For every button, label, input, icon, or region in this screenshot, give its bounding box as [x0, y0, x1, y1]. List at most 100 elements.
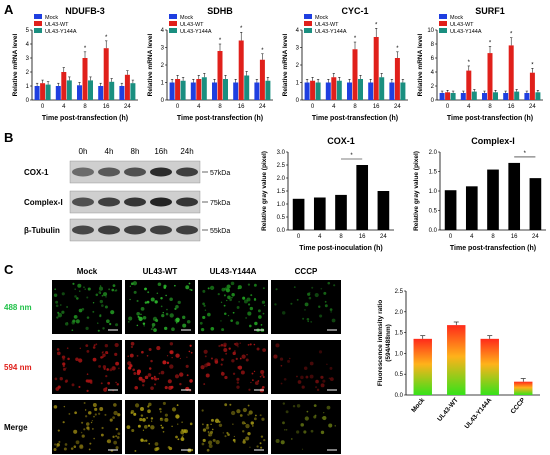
bar: [465, 186, 478, 230]
legend-swatch: [304, 14, 312, 19]
fluorescence-speck: [150, 425, 155, 430]
fluorescence-speck: [249, 446, 251, 448]
fluorescence-speck: [65, 367, 67, 369]
fluorescence-speck: [329, 366, 333, 370]
fluorescence-speck: [334, 425, 336, 427]
fluorescence-speck: [110, 310, 115, 315]
bar: [315, 82, 321, 100]
fluorescence-speck: [307, 320, 309, 323]
fluorescence-speck: [99, 299, 104, 304]
fluorescence-speck: [111, 366, 116, 371]
bar: [487, 53, 493, 100]
fluorescence-speck: [232, 438, 236, 442]
fluorescence-speck: [224, 403, 228, 407]
fluorescence-speck: [303, 430, 307, 434]
micro-column-label: CCCP: [295, 267, 318, 276]
fluorescence-speck: [94, 407, 98, 411]
fluorescence-speck: [92, 357, 97, 362]
fluorescence-speck: [98, 412, 101, 415]
fluorescence-speck: [254, 381, 259, 386]
fluorescence-speck: [227, 314, 230, 317]
fluorescence-speck: [167, 379, 172, 384]
fluorescence-speck: [315, 379, 319, 384]
legend-label: UL43-WT: [180, 22, 204, 28]
fluorescence-speck: [85, 326, 89, 330]
fluorescence-speck: [101, 294, 104, 297]
fluorescence-speck: [283, 377, 287, 381]
fluorescence-speck: [181, 436, 184, 438]
fluorescence-speck: [54, 288, 57, 291]
legend-label: UL43-Y144A: [450, 29, 482, 35]
fluorescence-speck: [130, 345, 134, 349]
x-tick-label: 16: [511, 234, 518, 240]
fluorescence-speck: [177, 300, 181, 305]
fluorescence-speck: [310, 320, 313, 323]
bar: [304, 82, 310, 100]
fluorescence-speck: [169, 313, 174, 318]
y-axis-label: Relative mRNA level: [282, 33, 289, 96]
fluorescence-speck: [261, 373, 264, 377]
bar: [487, 169, 499, 230]
bar: [447, 325, 466, 395]
fluorescence-speck: [115, 381, 117, 384]
fluorescence-speck: [235, 321, 240, 325]
fluorescence-speck: [62, 358, 65, 361]
fluorescence-speck: [247, 303, 251, 306]
fluorescence-speck: [111, 288, 115, 292]
x-tick-label: 0: [41, 104, 45, 110]
fluorescence-speck: [174, 284, 176, 287]
y-tick-label: 3: [296, 46, 300, 52]
x-tick-label: 0: [311, 104, 315, 110]
fluorescence-speck: [296, 430, 300, 434]
blot-lane-label: 16h: [154, 147, 167, 156]
bar: [259, 59, 265, 100]
fluorescence-speck: [323, 412, 325, 414]
chart-fluorescence-ratio: 0.0 0.5 1.0 1.5 2.0 2.5 Mock UL43-WT UL43-Y144A C…: [377, 289, 540, 430]
fluorescence-speck: [202, 289, 206, 293]
fluorescence-speck: [242, 440, 246, 444]
blot-band: [150, 197, 172, 207]
legend-swatch: [439, 21, 447, 26]
fluorescence-speck: [158, 372, 161, 375]
fluorescence-speck: [221, 371, 223, 373]
fluorescence-speck: [57, 429, 60, 432]
blot-band: [124, 225, 146, 235]
legend-swatch: [304, 28, 312, 33]
fluorescence-speck: [101, 426, 104, 430]
bar: [109, 81, 115, 100]
fluorescence-speck: [242, 430, 245, 433]
legend-label: UL43-Y144A: [45, 29, 77, 35]
fluorescence-speck: [327, 281, 331, 285]
bar: [55, 86, 61, 100]
x-tick-label: 0: [176, 104, 180, 110]
significance-mark: *: [510, 32, 513, 38]
fluorescence-speck: [240, 370, 245, 375]
fluorescence-speck: [133, 372, 137, 375]
fluorescence-speck: [85, 415, 88, 418]
fluorescence-speck: [281, 311, 286, 315]
fluorescence-speck: [235, 357, 238, 360]
bar: [535, 92, 541, 100]
y-axis-label: Relative gray value (pixel): [413, 151, 420, 231]
chart-title: SURF1: [475, 6, 505, 16]
blot-lane-label: 24h: [180, 147, 193, 156]
fluorescence-speck: [182, 323, 187, 328]
fluorescence-speck: [306, 410, 309, 413]
legend-label: UL43-WT: [315, 22, 339, 28]
fluorescence-speck: [71, 321, 75, 325]
fluorescence-speck: [262, 287, 265, 290]
fluorescence-speck: [56, 443, 60, 447]
fluorescence-speck: [257, 309, 261, 313]
significance-mark: *: [396, 46, 399, 52]
fluorescence-speck: [148, 367, 152, 370]
fluorescence-speck: [112, 284, 116, 288]
y-tick-label: 3: [161, 46, 165, 52]
fluorescence-speck: [305, 375, 309, 379]
fluorescence-speck: [75, 357, 79, 362]
fluorescence-speck: [237, 346, 239, 348]
legend-label: UL43-WT: [45, 22, 69, 28]
fluorescence-speck: [200, 365, 205, 370]
fluorescence-speck: [264, 304, 266, 307]
y-tick-label: 2.5: [277, 163, 286, 169]
